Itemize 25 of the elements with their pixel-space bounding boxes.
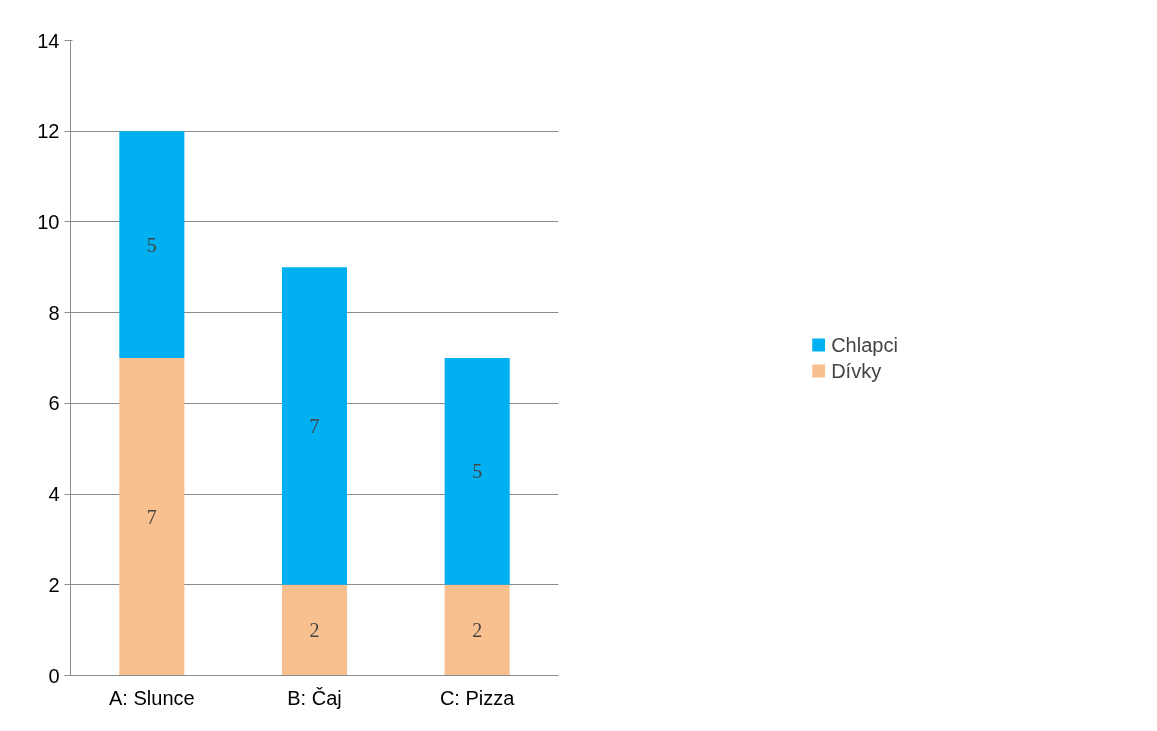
legend-label: Dívky bbox=[831, 359, 882, 382]
y-tick-label: 10 bbox=[37, 210, 60, 233]
data-label: 5 bbox=[146, 233, 157, 256]
y-tick-label: 0 bbox=[48, 664, 60, 687]
bar bbox=[281, 584, 348, 676]
y-tick-label: 8 bbox=[48, 301, 60, 324]
x-tick-label: C: Pizza bbox=[439, 686, 516, 709]
y-tick-label: 4 bbox=[48, 483, 60, 506]
bar bbox=[281, 267, 348, 585]
y-tick-label: 14 bbox=[37, 29, 60, 52]
x-tick-label: B: Čaj bbox=[287, 686, 342, 709]
legend-label: Chlapci bbox=[831, 333, 898, 356]
data-label: 2 bbox=[472, 619, 483, 642]
data-label: 7 bbox=[309, 415, 320, 438]
data-label: 2 bbox=[309, 619, 320, 642]
y-tick-label: 2 bbox=[48, 573, 60, 596]
y-tick-label: 6 bbox=[48, 392, 60, 415]
data-label: 7 bbox=[146, 505, 157, 528]
bar bbox=[444, 584, 510, 676]
bar bbox=[444, 358, 510, 585]
data-label: 5 bbox=[472, 460, 483, 483]
bar bbox=[119, 358, 185, 676]
y-tick-label: 12 bbox=[37, 120, 60, 143]
bar bbox=[119, 131, 185, 358]
x-tick-label: A: Slunce bbox=[109, 686, 195, 709]
